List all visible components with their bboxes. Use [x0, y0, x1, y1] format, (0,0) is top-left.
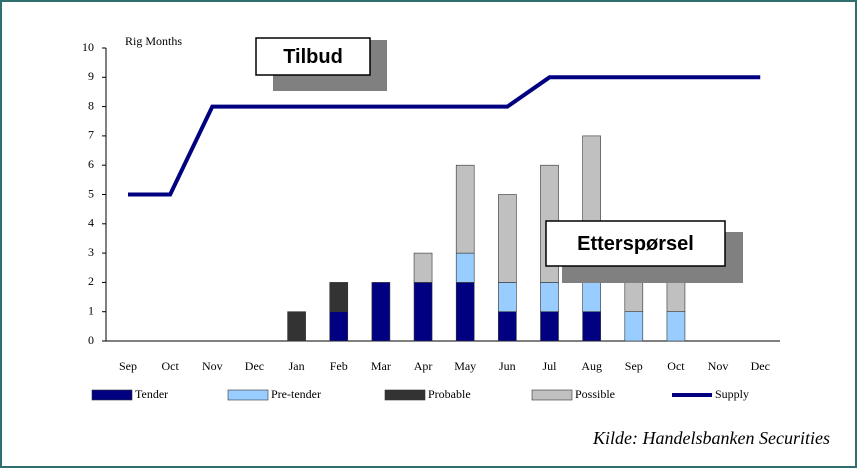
y-tick-label: 0 — [88, 333, 94, 347]
x-tick-label: May — [454, 359, 476, 373]
bar-segment — [498, 282, 517, 312]
legend-label: Pre-tender — [271, 387, 321, 401]
x-tick-label: Nov — [708, 359, 729, 373]
legend-swatch — [531, 389, 573, 401]
x-tick-label: Dec — [245, 359, 264, 373]
y-tick-label: 9 — [88, 69, 94, 83]
y-tick-label: 10 — [82, 40, 94, 54]
annotation: Etterspørsel — [577, 233, 694, 255]
y-tick-label: 8 — [88, 98, 94, 112]
x-tick-label: Oct — [667, 359, 685, 373]
x-tick-label: Oct — [161, 359, 179, 373]
y-tick-label: 5 — [88, 186, 94, 200]
source: Kilde: Handelsbanken Securities — [592, 428, 830, 448]
supply-line — [128, 75, 761, 197]
annotation: Tilbud — [283, 46, 343, 68]
y-axis-label: Rig Months — [125, 34, 182, 48]
bar-segment — [540, 282, 559, 312]
legend-label: Probable — [428, 387, 471, 401]
y-tick-label: 4 — [88, 216, 94, 230]
y-tick-label: 7 — [88, 128, 94, 142]
legend-label: Tender — [135, 387, 168, 401]
x-tick-label: Mar — [371, 359, 391, 373]
box — [545, 220, 726, 267]
y-tick-label: 6 — [88, 157, 94, 171]
bar-segment — [582, 311, 601, 342]
bar-segment — [455, 252, 475, 283]
bar-segment — [413, 282, 433, 342]
y-tick-label: 1 — [88, 303, 94, 317]
x-tick-label: Sep — [119, 359, 137, 373]
bar-segment — [455, 282, 475, 342]
x-tick-label: Sep — [625, 359, 643, 373]
legend-label: Supply — [715, 387, 749, 401]
bar-segment — [455, 164, 475, 254]
x-tick-label: Jun — [499, 359, 516, 373]
bar-segment — [666, 311, 686, 342]
legend-label: Possible — [575, 387, 615, 401]
x-tick-label: Jul — [542, 359, 557, 373]
x-tick-label: Nov — [202, 359, 223, 373]
x-tick-label: Dec — [751, 359, 770, 373]
bar-segment — [624, 311, 644, 342]
bar-segment — [540, 311, 559, 342]
legend-swatch — [384, 389, 426, 401]
bar-segment — [666, 282, 686, 312]
bar-segment — [582, 282, 601, 312]
legend-swatch — [227, 389, 269, 401]
bar-segment — [413, 252, 433, 283]
bar-segment — [329, 311, 349, 342]
x-tick-label: Jan — [289, 359, 305, 373]
bar-segment — [498, 311, 517, 342]
x-tick-label: Feb — [330, 359, 348, 373]
x-tick-label: Aug — [581, 359, 602, 373]
box — [255, 37, 371, 76]
bar-segment — [498, 194, 517, 283]
bar-segment — [329, 282, 349, 312]
y-tick-label: 3 — [88, 245, 94, 259]
bar-segment — [287, 311, 306, 342]
x-tick-label: Apr — [414, 359, 433, 373]
bar-segment — [371, 282, 391, 342]
y-tick-label: 2 — [88, 274, 94, 288]
legend-swatch — [91, 389, 133, 401]
